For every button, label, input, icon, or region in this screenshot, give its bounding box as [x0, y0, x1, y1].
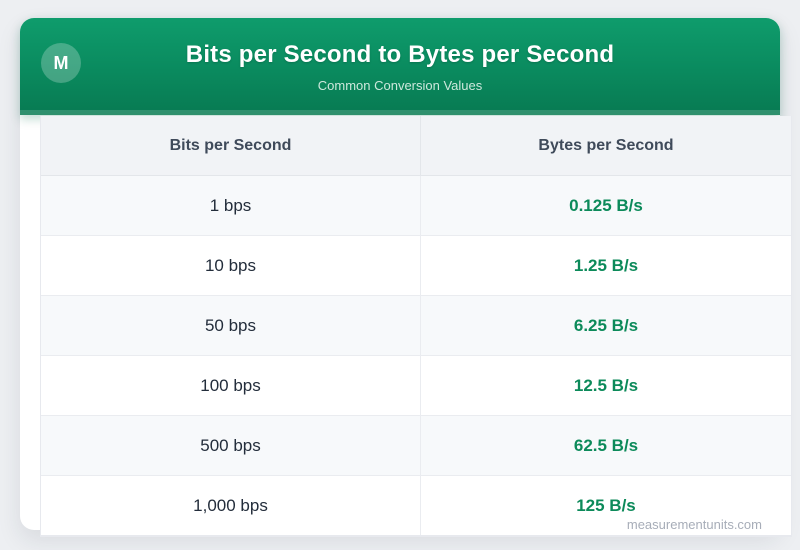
column-header-bytes: Bytes per Second — [538, 136, 674, 154]
conversion-table: Bits per Second Bytes per Second 1 bps 0… — [40, 116, 792, 537]
table-row: 50 bps 6.25 B/s — [41, 296, 791, 356]
bytes-value: 62.5 B/s — [573, 435, 639, 455]
bits-value: 10 bps — [41, 236, 421, 295]
bits-value: 50 bps — [41, 296, 421, 355]
table-row: 1 bps 0.125 B/s — [41, 176, 791, 236]
table-row: 100 bps 12.5 B/s — [41, 356, 791, 416]
bits-value: 1 bps — [41, 176, 421, 235]
bytes-value: 6.25 B/s — [573, 315, 639, 335]
table-row: 1,000 bps 125 B/s — [41, 476, 791, 536]
bits-value: 1,000 bps — [41, 476, 421, 535]
bytes-value: 12.5 B/s — [573, 375, 639, 395]
site-logo-badge: M — [41, 43, 81, 83]
bits-value: 100 bps — [41, 356, 421, 415]
bytes-value: 125 B/s — [576, 495, 636, 515]
table-header-row: Bits per Second Bytes per Second — [41, 116, 791, 176]
page-header: M Bits per Second to Bytes per Second Co… — [20, 18, 780, 115]
site-watermark: measurementunits.com — [626, 517, 762, 532]
bits-value: 500 bps — [41, 416, 421, 475]
page-title: Bits per Second to Bytes per Second — [185, 41, 615, 69]
table-row: 10 bps 1.25 B/s — [41, 236, 791, 296]
table-row: 500 bps 62.5 B/s — [41, 416, 791, 476]
bytes-value: 0.125 B/s — [569, 195, 643, 215]
column-header-bits: Bits per Second — [41, 116, 421, 175]
bytes-value: 1.25 B/s — [573, 255, 639, 275]
page-subtitle: Common Conversion Values — [317, 77, 483, 93]
